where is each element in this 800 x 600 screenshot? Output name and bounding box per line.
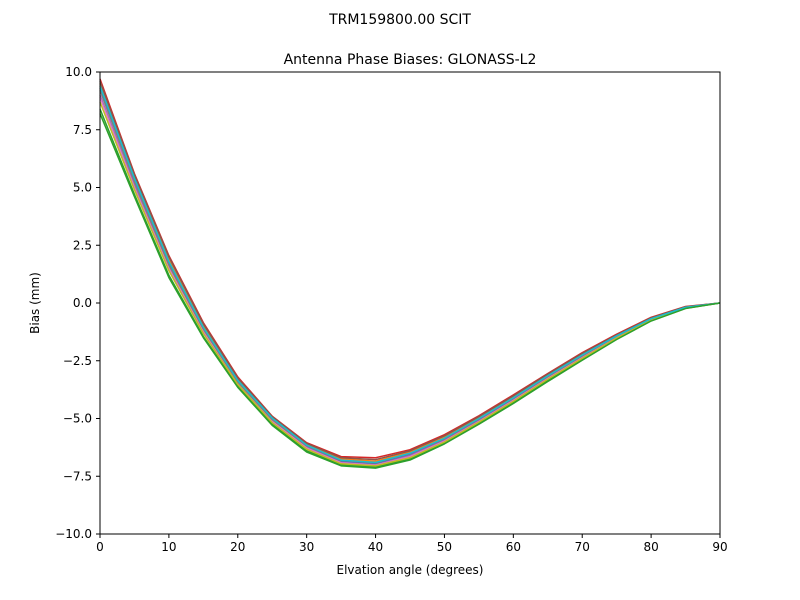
chart-suptitle: TRM159800.00 SCIT: [328, 12, 471, 28]
x-axis-label: Elvation angle (degrees): [337, 563, 484, 577]
series-layer: [99, 78, 721, 469]
series-line-9: [99, 101, 721, 467]
x-axis: 0 10 20 30 40 50 60 70 80 90: [96, 534, 728, 554]
series-line-10: [99, 85, 721, 464]
x-tick-label: 60: [506, 540, 521, 554]
series-line-7: [99, 97, 721, 466]
y-tick-label: 10.0: [65, 65, 92, 79]
series-line-6: [99, 80, 721, 461]
x-tick-label: 30: [299, 540, 314, 554]
y-tick-label: −7.5: [63, 469, 92, 483]
x-tick-label: 20: [230, 540, 245, 554]
x-tick-label: 50: [437, 540, 452, 554]
series-line-8: [99, 90, 721, 464]
y-axis: −10.0 −7.5 −5.0 −2.5 0.0 2.5 5.0 7.5 10.0: [55, 65, 100, 541]
series-line-1: [99, 87, 721, 465]
y-tick-label: −5.0: [63, 412, 92, 426]
series-line-3: [99, 108, 721, 468]
series-line-5: [99, 94, 721, 466]
series-line-11: [99, 113, 721, 469]
x-tick-label: 10: [161, 540, 176, 554]
y-tick-label: −10.0: [55, 527, 92, 541]
x-tick-label: 90: [712, 540, 727, 554]
y-tick-label: 0.0: [73, 296, 92, 310]
y-tick-label: −2.5: [63, 354, 92, 368]
chart-title: Antenna Phase Biases: GLONASS-L2: [284, 52, 537, 68]
y-tick-label: 5.0: [73, 181, 92, 195]
series-line-4: [99, 78, 721, 459]
y-tick-label: 7.5: [73, 123, 92, 137]
x-tick-label: 0: [96, 540, 104, 554]
y-axis-label: Bias (mm): [28, 272, 42, 334]
x-tick-label: 70: [575, 540, 590, 554]
y-tick-label: 2.5: [73, 238, 92, 252]
x-tick-label: 40: [368, 540, 383, 554]
x-tick-label: 80: [643, 540, 658, 554]
series-line-2: [99, 83, 721, 462]
